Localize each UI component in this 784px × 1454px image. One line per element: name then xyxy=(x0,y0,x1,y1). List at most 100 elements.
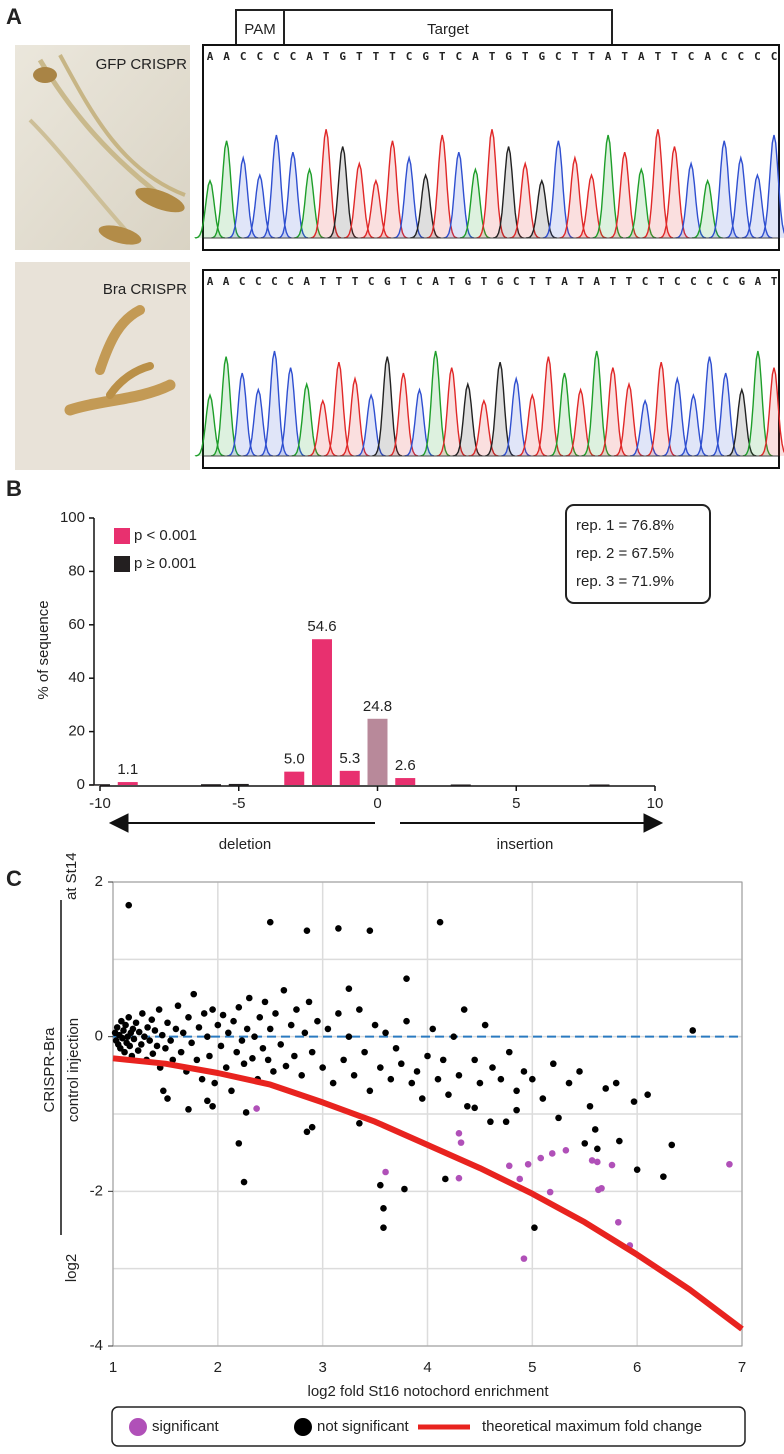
trace-peak xyxy=(327,146,358,239)
legend-label: significant xyxy=(152,1418,220,1435)
point xyxy=(387,1075,395,1083)
point xyxy=(668,1141,676,1149)
point xyxy=(129,1025,137,1033)
base-letter: C xyxy=(239,275,246,288)
point xyxy=(253,1105,260,1112)
y-tick-label: 2 xyxy=(95,873,103,890)
point xyxy=(424,1052,431,1060)
base-letter: C xyxy=(290,50,297,63)
legend-label: p ≥ 0.001 xyxy=(134,555,196,572)
x-tick-label: -5 xyxy=(232,795,245,812)
trace-peak xyxy=(691,178,723,239)
point xyxy=(418,1095,426,1102)
legend-box xyxy=(111,1406,746,1447)
point xyxy=(121,1048,128,1056)
point xyxy=(487,1118,494,1126)
base-letter: C xyxy=(771,50,778,63)
value-label: 5.3 xyxy=(339,750,360,767)
trace-peak xyxy=(476,129,508,239)
trace-peak xyxy=(708,140,740,239)
trace-peak xyxy=(360,178,391,239)
point xyxy=(531,1224,538,1231)
trace-peak xyxy=(355,393,386,457)
x-tick-label: 7 xyxy=(738,1359,746,1376)
point xyxy=(280,986,288,994)
trace-peak xyxy=(642,129,673,239)
trace-peak xyxy=(409,172,441,239)
bar xyxy=(367,718,388,785)
point xyxy=(436,918,444,926)
trace-peak xyxy=(227,155,259,239)
point xyxy=(594,1145,601,1153)
point xyxy=(198,1075,206,1083)
trace-peak xyxy=(662,376,692,457)
point xyxy=(238,1037,246,1044)
base-letter: T xyxy=(771,275,778,288)
bar xyxy=(284,771,305,785)
point xyxy=(529,1075,536,1083)
trace-peak xyxy=(725,155,756,239)
x-tick-label: 6 xyxy=(633,1359,641,1376)
base-letter: T xyxy=(352,275,359,288)
base-letter: G xyxy=(384,275,391,288)
trace-peak xyxy=(459,167,491,239)
value-label: 5.0 xyxy=(284,751,305,768)
trace-peak xyxy=(549,372,580,457)
trace-peak xyxy=(393,155,425,239)
point xyxy=(266,918,274,926)
point xyxy=(550,1060,557,1068)
base-letter: C xyxy=(368,275,375,288)
point xyxy=(204,1097,211,1105)
trace-peak xyxy=(575,172,607,239)
point xyxy=(308,1123,316,1131)
trace-peak xyxy=(310,129,342,239)
base-letter: A xyxy=(207,50,214,63)
point xyxy=(314,1017,321,1025)
point xyxy=(413,1068,421,1075)
point xyxy=(149,1050,157,1057)
point xyxy=(401,1185,408,1193)
base-letter: C xyxy=(721,50,728,63)
pam-box xyxy=(235,9,613,46)
base-letter: A xyxy=(704,50,711,63)
base-letter: T xyxy=(373,50,380,63)
trace-peak xyxy=(694,356,725,457)
base-letter: C xyxy=(555,50,562,63)
trace-peak xyxy=(277,152,309,239)
base-letter: G xyxy=(505,50,512,63)
point xyxy=(366,1087,374,1095)
chromatogram-frame xyxy=(202,269,780,469)
point xyxy=(340,1056,347,1064)
trace-peak xyxy=(758,367,784,457)
point xyxy=(356,1119,363,1127)
point xyxy=(513,1106,520,1114)
trace-peak xyxy=(509,161,541,239)
point xyxy=(264,1056,272,1064)
trace-peak xyxy=(242,387,273,457)
point xyxy=(177,1048,185,1056)
x-tick-label: 10 xyxy=(647,795,664,812)
trace-peak xyxy=(404,387,435,457)
trace-peak xyxy=(629,398,660,457)
base-letter: T xyxy=(323,50,330,63)
base-letter: A xyxy=(432,275,439,288)
point xyxy=(122,1021,129,1029)
point xyxy=(497,1075,505,1083)
point xyxy=(303,1128,311,1136)
point xyxy=(167,1037,174,1044)
base-letter: C xyxy=(273,50,280,63)
base-letter: A xyxy=(755,275,762,288)
point xyxy=(240,1060,248,1068)
point xyxy=(303,927,311,935)
base-letter: C xyxy=(456,50,463,63)
value-label: 2.6 xyxy=(395,757,416,774)
point xyxy=(266,1025,274,1033)
point xyxy=(562,1147,570,1154)
trace-peak xyxy=(211,140,242,239)
trace-peak xyxy=(293,167,325,239)
trace-peak xyxy=(436,367,467,457)
point xyxy=(117,1044,124,1052)
point xyxy=(305,998,313,1006)
point xyxy=(505,1048,513,1056)
